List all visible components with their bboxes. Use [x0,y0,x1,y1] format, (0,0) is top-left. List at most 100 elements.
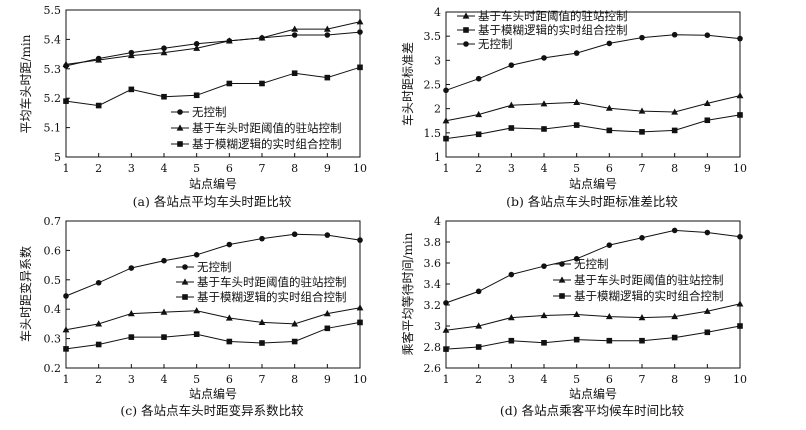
x-tick-label: 10 [733,162,747,175]
data-point [356,18,364,25]
data-point [193,44,201,51]
data-point [193,331,200,337]
y-tick-label: 0.3 [44,333,62,346]
x-tick-label: 8 [671,373,678,386]
data-point [442,326,450,333]
y-tick-label: 0.7 [44,215,62,228]
y-tick-label: 4 [434,215,441,228]
data-point [704,32,711,38]
x-tick-label: 8 [291,373,298,386]
series-line-3 [65,66,361,107]
data-point [225,314,233,321]
x-tick-label: 2 [95,373,102,386]
data-point [507,314,515,321]
y-tick-label: 2 [434,103,441,116]
y-tick-label: 3.5 [424,30,442,43]
y-tick-label: 3.6 [424,257,442,270]
data-point [573,336,580,343]
data-point [573,122,580,128]
legend-label: 无控制 [574,257,609,271]
series-line-2 [445,114,741,140]
y-tick-label: 3 [434,54,441,67]
legend-label: 基于模糊逻辑的实时组合控制 [478,23,628,37]
legend-label: 基于模糊逻辑的实时组合控制 [574,289,724,303]
data-point [541,340,547,346]
data-point [259,80,265,87]
data-point [63,346,69,352]
y-tick-label: 0.5 [44,274,62,287]
data-point [606,127,613,134]
x-tick-label: 7 [639,162,646,175]
panel-caption: (d) 各站点乘客平均候车时间比较 [500,403,685,418]
series-line-3 [65,321,361,350]
x-tick-label: 4 [541,373,548,386]
data-point [540,100,548,107]
legend-marker [559,293,565,299]
data-point [291,25,299,32]
data-point [638,314,646,321]
x-tick-label: 4 [541,162,548,175]
y-tick-label: 0.2 [44,362,62,375]
data-point [291,70,298,77]
data-point [703,307,711,314]
data-point [63,293,69,299]
legend-marker [463,41,469,47]
y-tick-label: 5.4 [44,33,62,46]
series-line-1 [65,31,361,67]
data-point [160,308,168,315]
panel-caption: (b) 各站点车头时距标准差比较 [506,194,678,209]
data-point [475,344,482,350]
data-point [324,325,331,332]
data-point [671,334,678,341]
legend-label: 基于模糊逻辑的实时组合控制 [192,137,342,151]
y-axis-label: 车头时距标准差 [400,42,415,126]
data-point [323,310,331,317]
data-point [128,334,135,340]
y-tick-label: 3.2 [424,299,442,312]
data-point [161,93,167,100]
data-point [508,271,515,278]
y-tick-label: 2.5 [424,79,442,92]
y-tick-label: 3.8 [424,236,442,249]
data-point [128,86,135,93]
chart-panel-4: 1 2 3 4 5 6 7 8 9 10 2.6 2.8 3 3.2 3.4 3.6 3.8 4 站点编号 乘客平均等… [400,215,747,418]
data-point [160,49,168,56]
y-axis-label: 平均车头时距/min [18,34,33,133]
legend-marker [558,276,566,283]
data-point [671,312,679,320]
data-point [541,126,547,132]
x-tick-label: 7 [259,373,266,386]
data-point [507,101,515,108]
data-point [63,98,69,104]
data-point [573,310,581,318]
data-point [193,92,200,99]
data-point [193,252,200,258]
data-point [606,337,613,344]
series-line-3 [445,325,741,350]
legend-marker [182,264,188,270]
data-point [475,110,483,118]
y-tick-label: 5.2 [44,92,62,105]
data-point [323,25,331,32]
x-tick-label: 6 [226,373,233,386]
legend-label: 基于车头时距阈值的驻站控制 [197,275,347,289]
data-point [737,323,743,329]
x-tick-label: 1 [63,373,70,386]
x-tick-label: 3 [128,373,135,386]
data-point [703,99,711,106]
chart-panel-2: 1 2 3 4 5 6 7 8 9 10 1 1.5 2 2.5 3 3.5 4 站点编号 车头时距标准差 基于车头时… [400,6,747,209]
x-tick-label: 3 [508,162,515,175]
data-point [737,233,743,240]
data-point [704,229,711,236]
data-point [226,80,233,87]
series-line-2 [65,21,361,65]
data-point [95,320,103,327]
x-axis-label: 站点编号 [569,386,617,401]
x-tick-label: 5 [573,162,580,175]
x-tick-label: 4 [161,162,168,175]
data-point [291,32,298,38]
x-tick-label: 5 [193,162,200,175]
data-point [161,45,167,52]
